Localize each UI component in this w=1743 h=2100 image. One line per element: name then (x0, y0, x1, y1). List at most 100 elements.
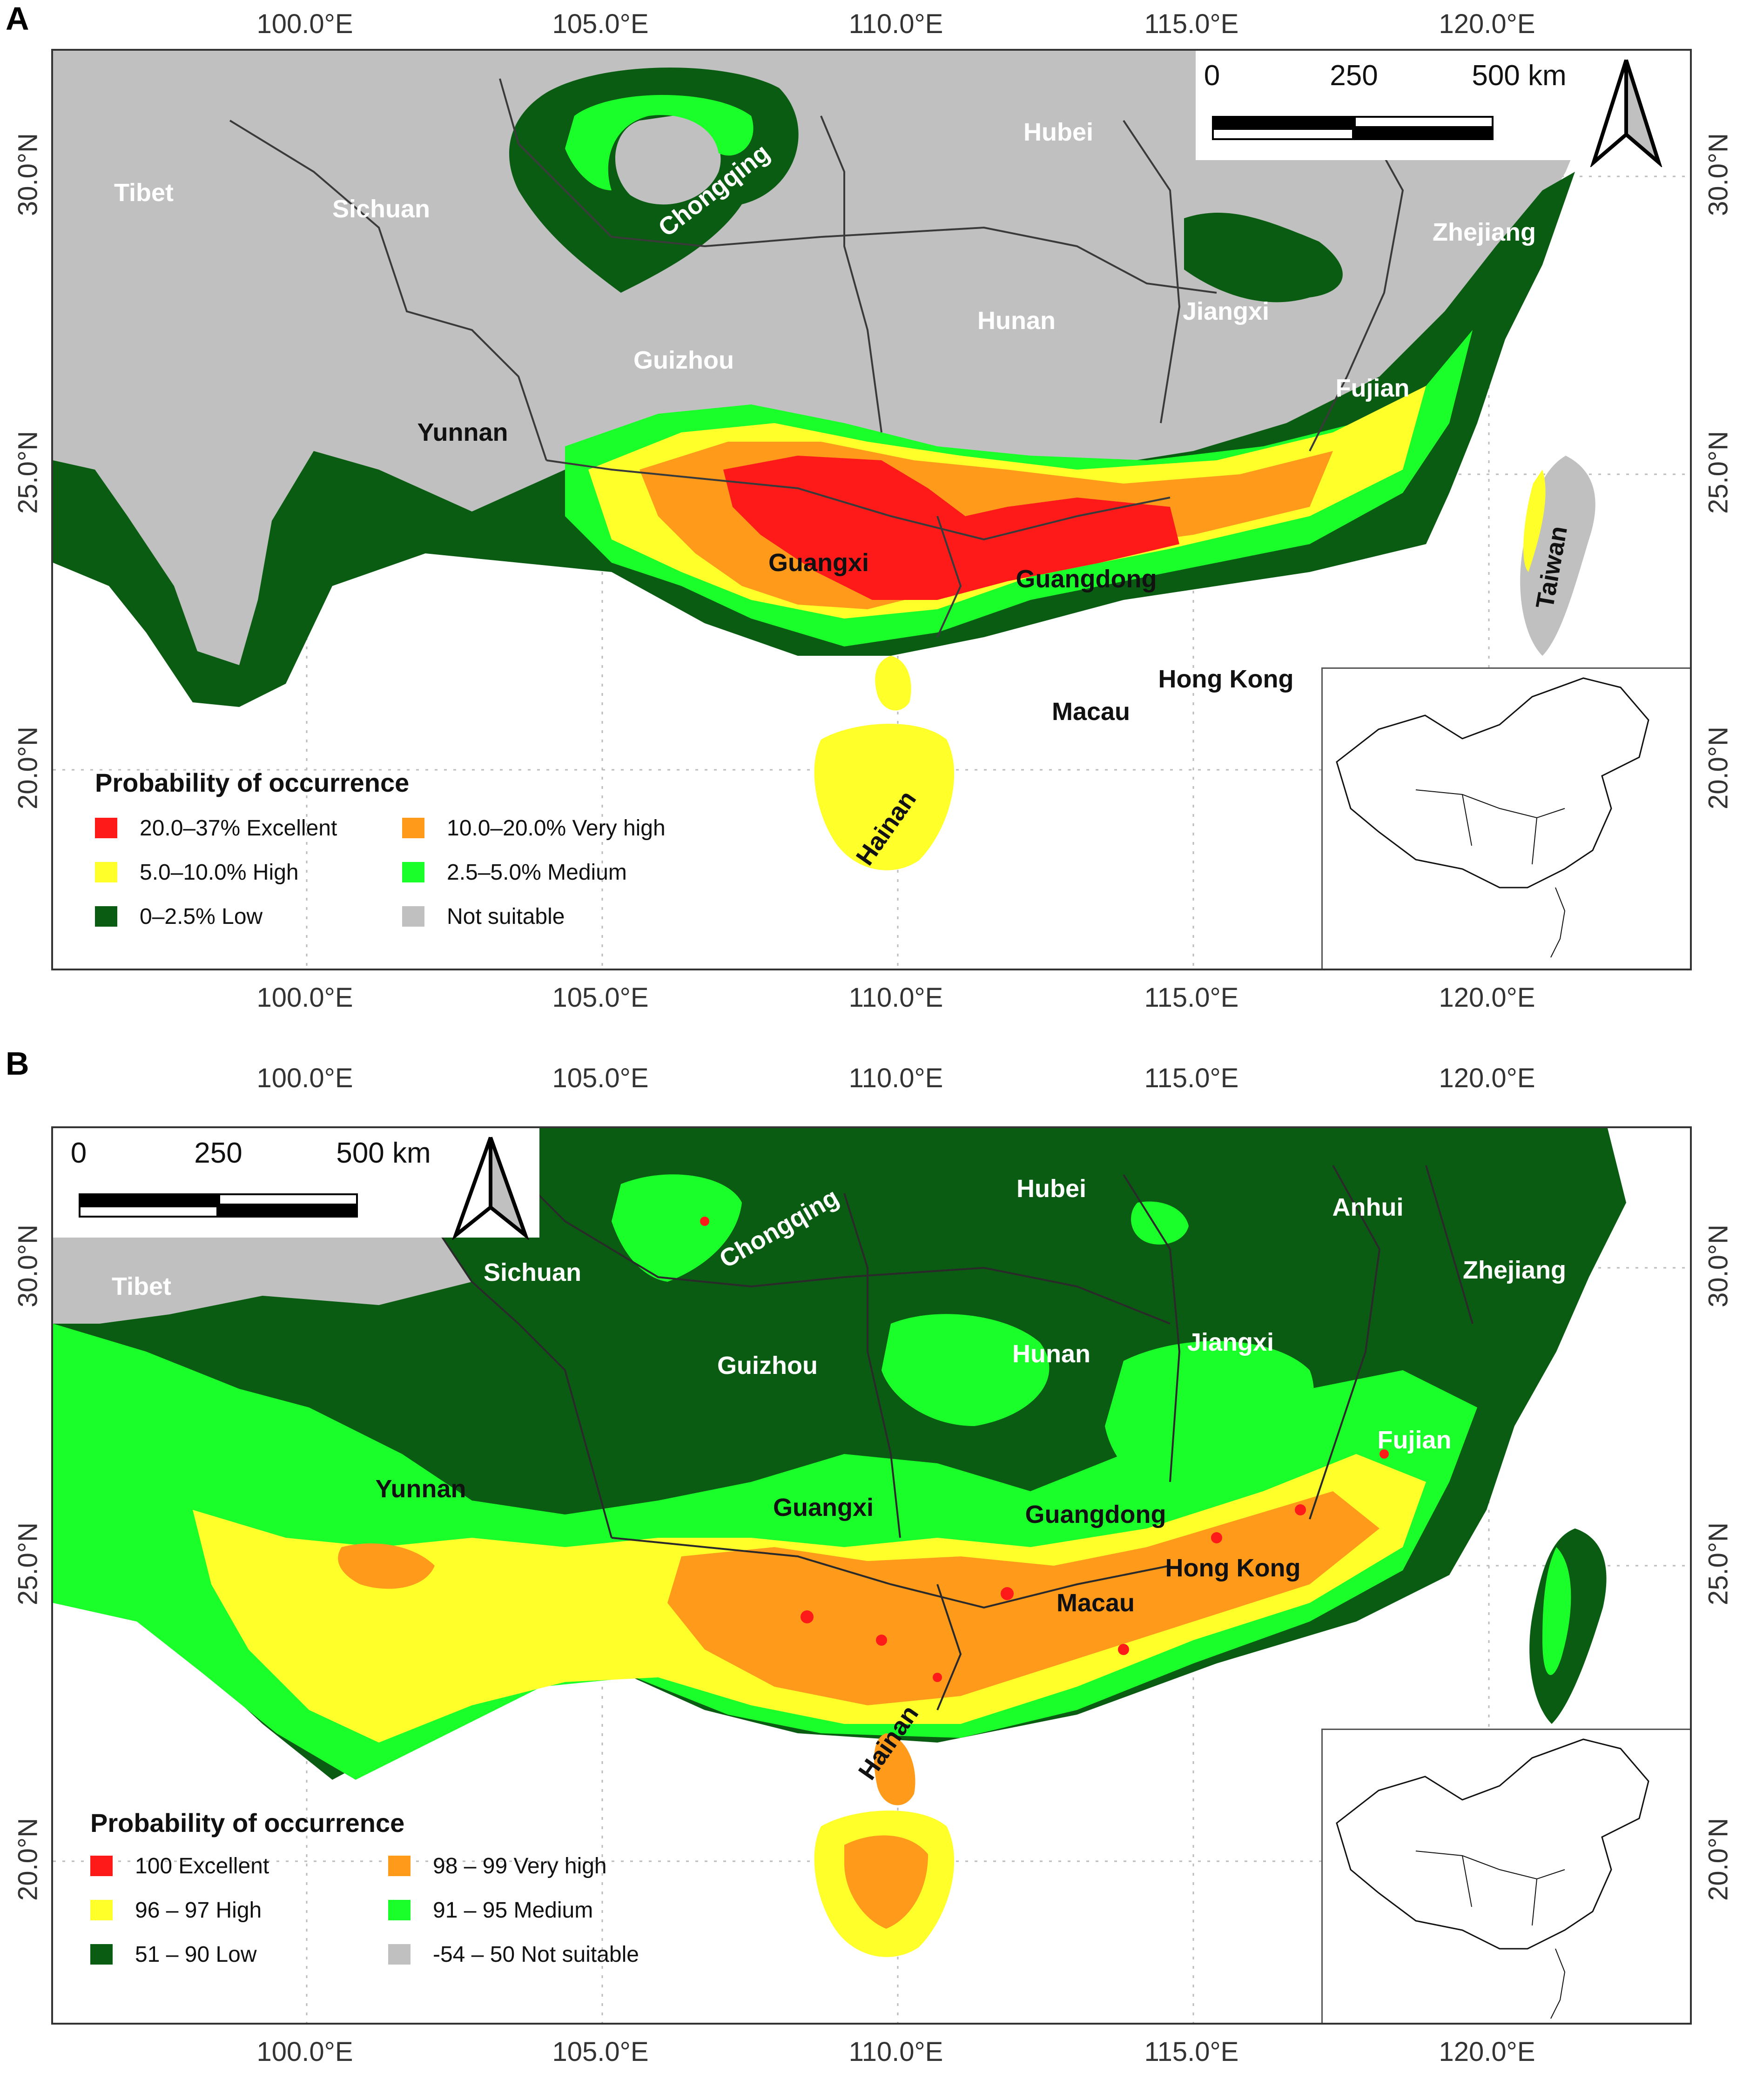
legend-label: 96 – 97 High (135, 1898, 262, 1923)
latitude-tick-left-30: 30.0°N (13, 1225, 43, 1307)
longitude-tick-top-110: 110.0°E (848, 9, 943, 39)
longitude-tick-bottom-120: 120.0°E (1439, 983, 1535, 1013)
north-arrow-icon (1590, 59, 1662, 167)
swatch-low (90, 1944, 113, 1965)
legend-label: 0–2.5% Low (140, 904, 263, 929)
legend-label: 10.0–20.0% Very high (447, 815, 666, 841)
chongqing-medium (612, 1174, 742, 1282)
suitability-map-a (53, 51, 1690, 969)
longitude-tick-bottom-100: 100.0°E (256, 2037, 353, 2067)
legend-label: 20.0–37% Excellent (140, 815, 337, 841)
map-panel-a: A 100.0°E 105.0°E 110.0°E 115.0°E 120.0°… (0, 0, 1743, 1024)
label-sichuan: Sichuan (483, 1259, 582, 1286)
suitability-map-b (53, 1128, 1690, 2023)
scale-label-0: 0 (70, 1137, 87, 1169)
legend-label: 98 – 99 Very high (433, 1853, 607, 1878)
legend-item-excellent: 100 Excellent (90, 1852, 269, 1880)
scale-segment-black-lower (1354, 128, 1494, 140)
jiangxi-medium-patch (1105, 1341, 1314, 1502)
swatch-excellent (95, 818, 117, 838)
scale-segment-white-lower (1212, 128, 1354, 140)
label-yunnan: Yunnan (417, 418, 508, 446)
scale-segment-white-lower (79, 1205, 218, 1218)
label-guangxi: Guangxi (768, 549, 869, 577)
legend-a: Probability of occurrence 20.0–37% Excel… (81, 767, 779, 963)
longitude-tick-bottom-105: 105.0°E (552, 2037, 649, 2067)
chongqing-ring-medium (565, 95, 754, 190)
label-zhejiang: Zhejiang (1462, 1256, 1567, 1284)
swatch-excellent (90, 1856, 113, 1876)
label-hubei: Hubei (1016, 1175, 1087, 1203)
china-outline-icon (1336, 677, 1649, 958)
taiwan-west-coast (1523, 470, 1546, 572)
legend-item-not-suitable: Not suitable (402, 902, 565, 930)
legend-item-high: 5.0–10.0% High (95, 858, 299, 886)
land-excellent (723, 456, 1179, 600)
label-fujian: Fujian (1377, 1426, 1452, 1454)
legend-label: 5.0–10.0% High (140, 860, 299, 885)
longitude-tick-bottom-105: 105.0°E (552, 983, 649, 1013)
scale-label-250: 250 (194, 1137, 242, 1169)
longitude-tick-bottom-120: 120.0°E (1439, 2037, 1535, 2067)
scale-segment-black (79, 1193, 218, 1205)
swatch-medium (388, 1900, 411, 1920)
scale-bar-b: 0 250 500 km (53, 1128, 539, 1238)
legend-item-medium: 91 – 95 Medium (388, 1896, 593, 1924)
scale-segment-white (1354, 116, 1494, 128)
map-frame-b: 0 250 500 km Tibet Sichuan Chongqing Hub… (51, 1126, 1692, 2025)
latitude-tick-left-20: 20.0°N (13, 1818, 43, 1901)
legend-label: 51 – 90 Low (135, 1942, 257, 1967)
legend-item-not-suitable: -54 – 50 Not suitable (388, 1940, 639, 1968)
panel-letter-a: A (6, 0, 29, 37)
longitude-tick-top-105: 105.0°E (552, 1063, 649, 1093)
label-guangdong: Guangdong (1025, 1501, 1166, 1528)
hainan-very-high (844, 1835, 928, 1929)
scale-label-500: 500 km (336, 1137, 431, 1169)
swatch-very-high (402, 818, 424, 838)
scale-segment-black (1212, 116, 1354, 128)
latitude-tick-right-20: 20.0°N (1703, 1818, 1734, 1901)
swatch-not-suitable (388, 1944, 411, 1965)
latitude-tick-right-30: 30.0°N (1703, 1225, 1734, 1307)
north-arrow-icon (452, 1137, 529, 1240)
label-guizhou: Guizhou (633, 346, 734, 374)
label-guangxi: Guangxi (773, 1494, 874, 1521)
label-anhui: Anhui (1332, 1193, 1404, 1221)
longitude-tick-bottom-110: 110.0°E (848, 983, 943, 1013)
taiwan-medium (1542, 1547, 1571, 1675)
label-tibet: Tibet (111, 1272, 172, 1300)
label-zhejiang: Zhejiang (1432, 218, 1536, 246)
latitude-tick-right-25: 25.0°N (1703, 1522, 1734, 1605)
label-sichuan: Sichuan (332, 195, 431, 223)
label-macau: Macau (1056, 1589, 1135, 1617)
china-inset-map-b (1321, 1729, 1690, 2023)
legend-item-excellent: 20.0–37% Excellent (95, 814, 337, 842)
label-hunan: Hunan (1012, 1340, 1090, 1368)
legend-item-very-high: 98 – 99 Very high (388, 1852, 607, 1880)
china-outline-icon (1336, 1738, 1649, 2019)
leizhou-peninsula (875, 656, 911, 711)
scale-segment-black-lower (218, 1205, 358, 1218)
longitude-tick-top-100: 100.0°E (256, 1063, 353, 1093)
label-macau: Macau (1051, 698, 1131, 726)
excellent-spots (700, 1217, 1389, 1682)
latitude-tick-right-20: 20.0°N (1703, 727, 1734, 809)
panel-letter-b: B (6, 1045, 29, 1082)
scale-label-500: 500 km (1472, 60, 1567, 92)
hunan-medium-patches (882, 1314, 1050, 1426)
latitude-tick-left-30: 30.0°N (13, 133, 43, 216)
longitude-tick-bottom-100: 100.0°E (256, 983, 353, 1013)
anhui-medium-blob (1131, 1201, 1189, 1245)
legend-item-high: 96 – 97 High (90, 1896, 262, 1924)
legend-label: 100 Excellent (135, 1853, 269, 1878)
label-fujian: Fujian (1335, 374, 1410, 402)
longitude-tick-top-115: 115.0°E (1144, 1063, 1239, 1093)
longitude-tick-bottom-115: 115.0°E (1144, 983, 1239, 1013)
legend-label: 91 – 95 Medium (433, 1898, 593, 1923)
swatch-low (95, 906, 117, 927)
china-inset-map-a (1321, 667, 1690, 969)
longitude-tick-top-110: 110.0°E (848, 1063, 943, 1093)
longitude-tick-top-120: 120.0°E (1439, 1063, 1535, 1093)
scale-label-0: 0 (1204, 60, 1220, 92)
latitude-tick-right-25: 25.0°N (1703, 431, 1734, 514)
